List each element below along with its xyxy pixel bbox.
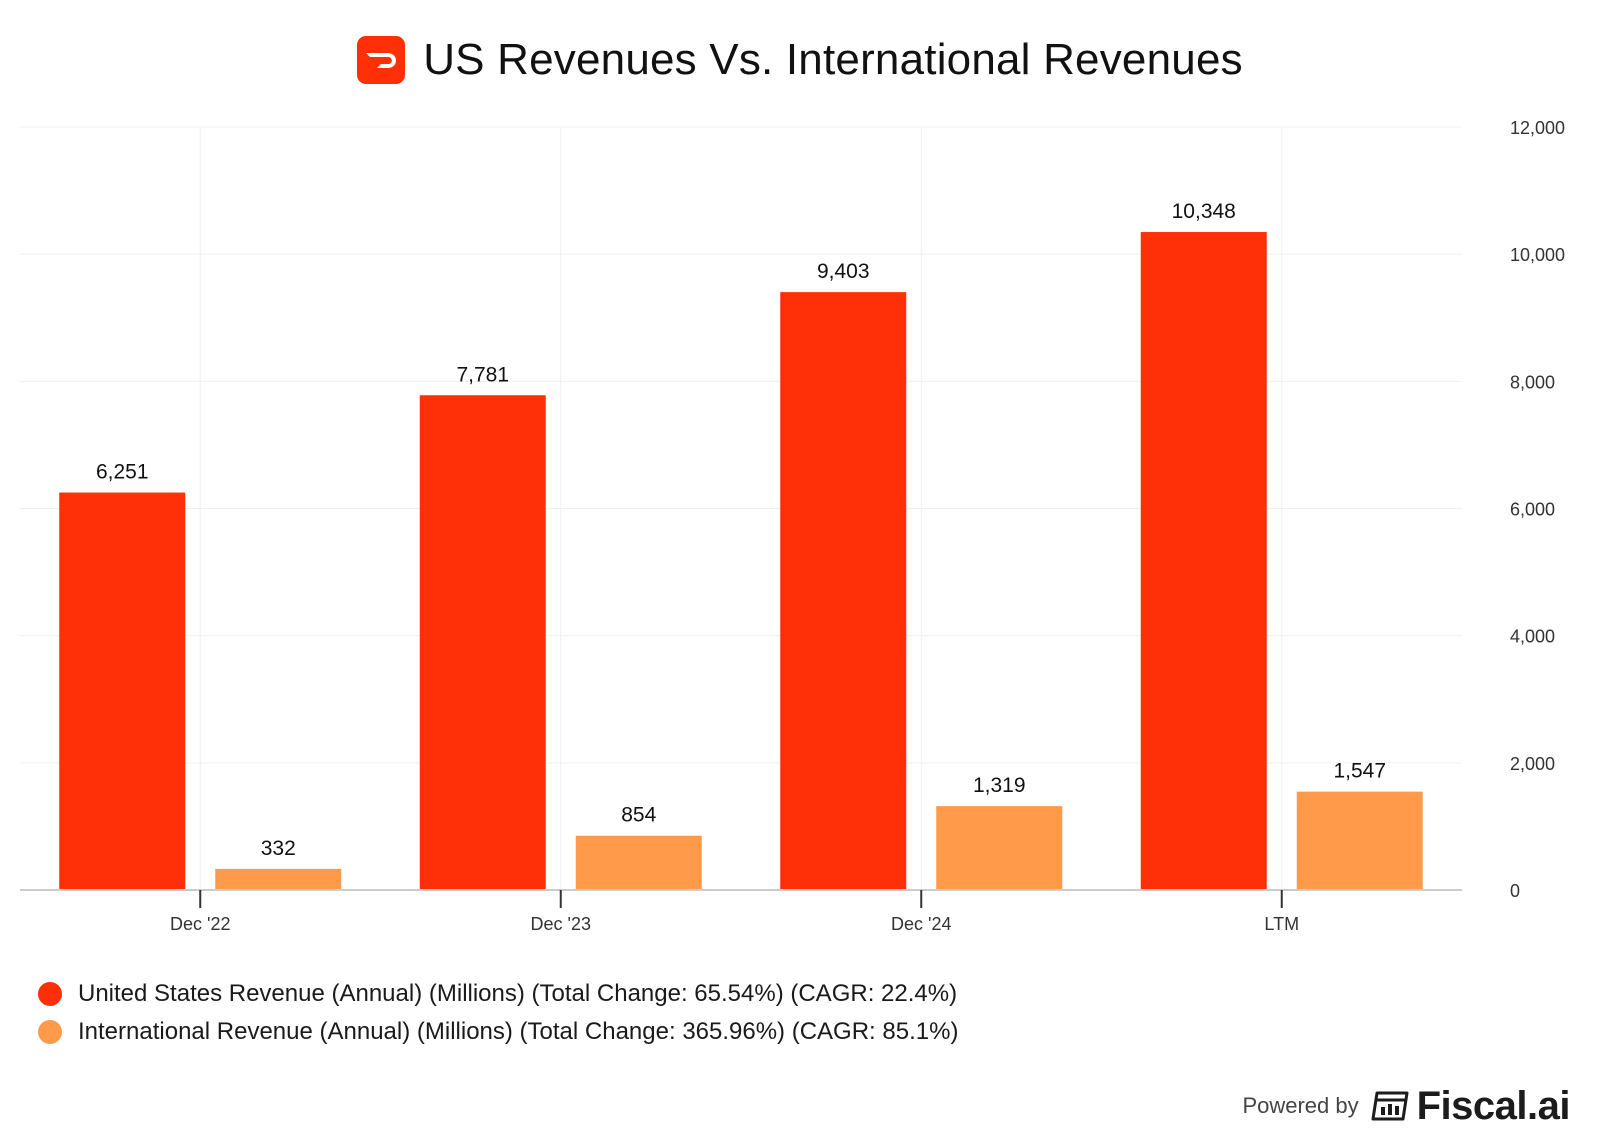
x-tick-label: Dec '22 (170, 914, 230, 934)
legend-item-us[interactable]: United States Revenue (Annual) (Millions… (38, 975, 958, 1013)
bars-layer (59, 232, 1423, 890)
data-label-international: 1,547 (1333, 760, 1386, 783)
fiscal-ai-logo-icon (1371, 1091, 1409, 1121)
bar-us (780, 292, 907, 890)
legend-label-international: International Revenue (Annual) (Millions… (78, 1018, 959, 1045)
powered-by[interactable]: Powered by Fiscal.ai (1242, 1083, 1570, 1129)
data-label-international: 1,319 (973, 774, 1026, 797)
fiscal-ai-brand: Fiscal.ai (1416, 1083, 1571, 1128)
doordash-logo-icon (357, 36, 406, 84)
y-tick-label: 12,000 (1510, 118, 1565, 138)
data-label-international: 332 (261, 837, 296, 860)
legend-swatch-international (38, 1020, 62, 1044)
legend-item-international[interactable]: International Revenue (Annual) (Millions… (38, 1013, 958, 1051)
bar-international (1296, 791, 1423, 890)
y-tick-label: 4,000 (1510, 627, 1555, 647)
x-tick-label: Dec '23 (531, 914, 591, 934)
bar-international (575, 835, 702, 890)
chart-legend: United States Revenue (Annual) (Millions… (38, 975, 958, 1051)
chart-header: US Revenues Vs. International Revenues (0, 30, 1600, 90)
data-label-us: 9,403 (817, 260, 870, 283)
bar-us (1140, 232, 1267, 890)
legend-label-us: United States Revenue (Annual) (Millions… (78, 980, 958, 1007)
y-tick-label: 8,000 (1510, 372, 1555, 392)
legend-swatch-us (38, 982, 62, 1006)
chart-title: US Revenues Vs. International Revenues (423, 35, 1243, 84)
labels-layer: 6,251 332 7,781 854 9,403 1,319 10,348 1,547 (96, 200, 1386, 860)
bar-international (936, 806, 1063, 890)
x-tick-label: Dec '24 (891, 914, 951, 934)
bar-international (215, 868, 342, 890)
data-label-us: 6,251 (96, 461, 149, 484)
y-tick-label: 10,000 (1510, 245, 1565, 265)
y-tick-label: 2,000 (1510, 754, 1555, 774)
powered-by-text: Powered by (1242, 1093, 1359, 1118)
bar-chart: 6,251 332 7,781 854 9,403 1,319 10,348 1,547 0 2… (20, 118, 1565, 934)
x-tick-label: LTM (1264, 914, 1299, 934)
y-tick-label: 0 (1510, 881, 1520, 901)
bar-us (419, 395, 546, 890)
y-tick-label: 6,000 (1510, 500, 1555, 520)
data-label-international: 854 (621, 804, 656, 827)
data-label-us: 10,348 (1172, 200, 1236, 223)
bar-us (59, 492, 186, 890)
axis-layer: 0 2,000 4,000 6,000 8,000 10,000 12,000 Dec '22… (20, 118, 1565, 934)
data-label-us: 7,781 (456, 363, 509, 386)
